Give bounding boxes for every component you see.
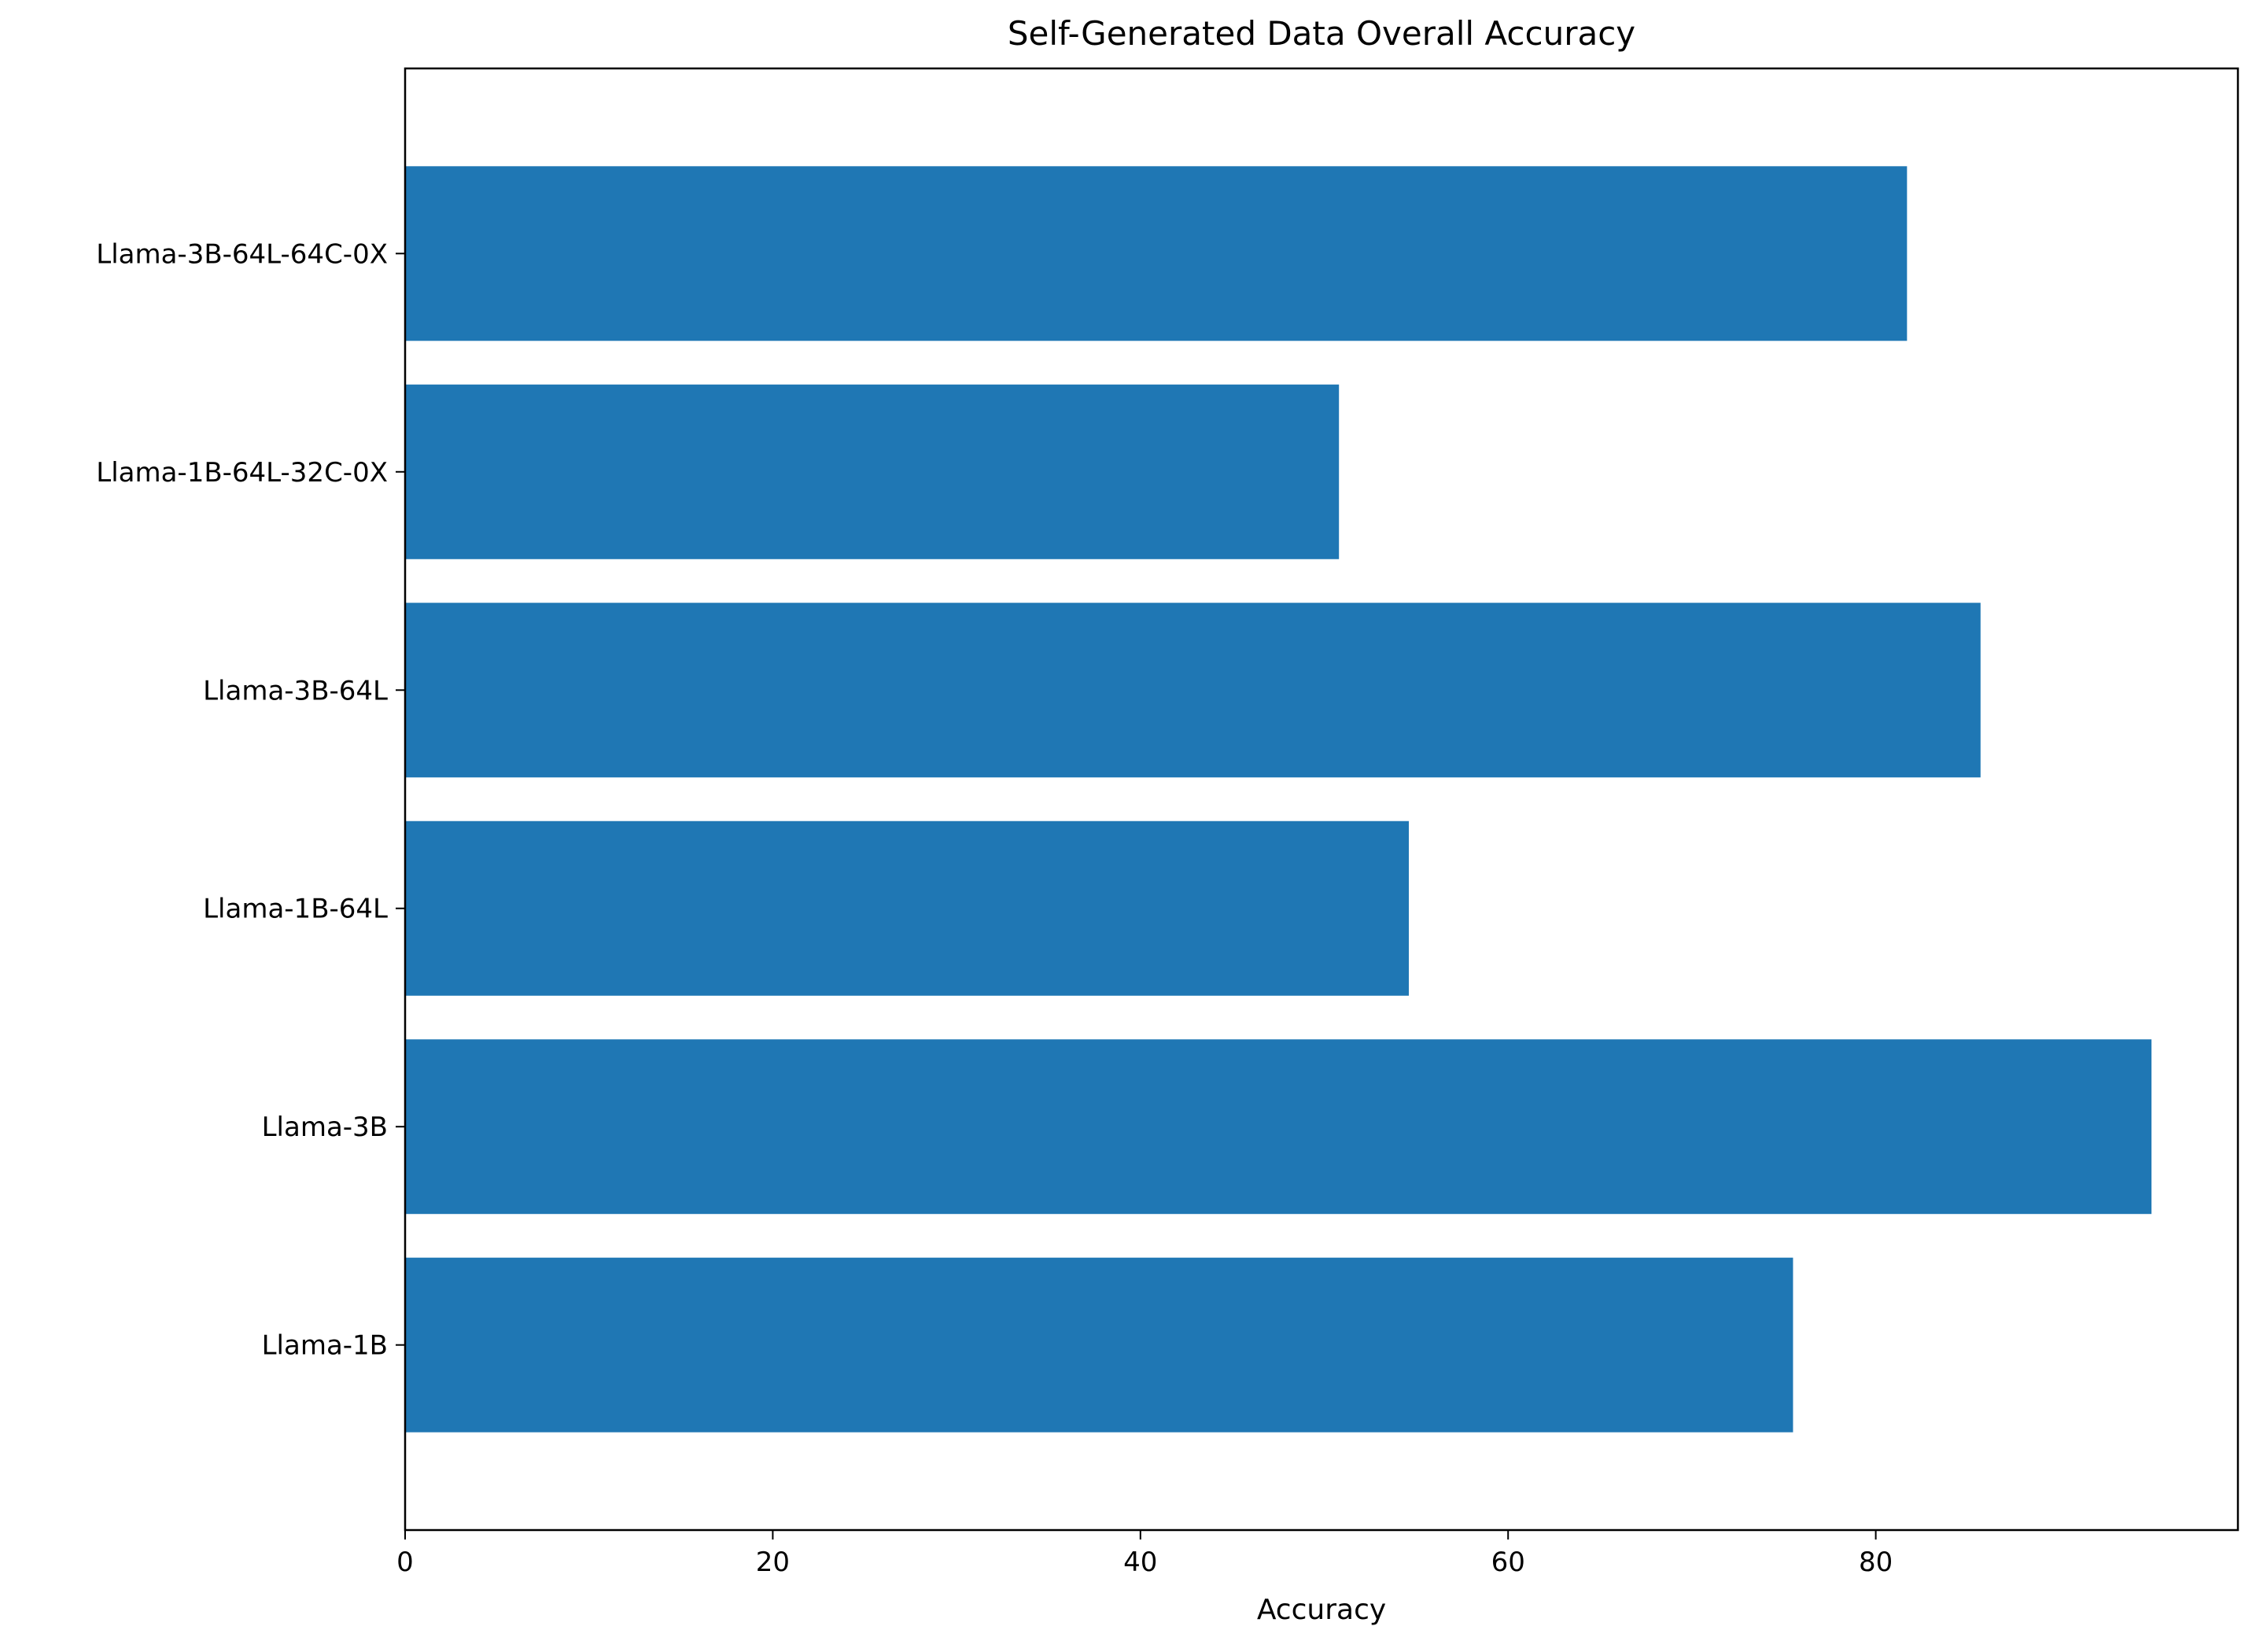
y-tick-label: Llama-1B-64L — [203, 894, 388, 925]
bar-llama-1b — [405, 1257, 1793, 1433]
y-tick-label: Llama-1B-64L-32C-0X — [96, 457, 388, 489]
x-tick-label: 40 — [1123, 1547, 1157, 1578]
plot-frame — [404, 67, 2239, 1532]
x-tick-label: 20 — [756, 1547, 790, 1578]
y-axis-ticks: Llama-1B Llama-3B Llama-1B-64L Llama-3B-64L… — [96, 238, 405, 1362]
bar-llama-1b-64l — [405, 820, 1410, 996]
bar-llama-1b-64l-32c-0x — [405, 384, 1340, 559]
bar-llama-3b — [405, 1039, 2152, 1215]
x-tick-label: 60 — [1491, 1547, 1525, 1578]
bar-llama-3b-64l — [405, 603, 1981, 778]
bars-group — [405, 166, 2152, 1433]
x-axis-label: Accuracy — [1257, 1594, 1386, 1626]
x-tick-label: 0 — [396, 1547, 414, 1578]
y-tick-label: Llama-3B-64L — [203, 675, 388, 706]
y-tick-label: Llama-3B-64L-64C-0X — [96, 238, 388, 270]
y-tick-label: Llama-3B — [262, 1112, 388, 1143]
chart-title: Self-Generated Data Overall Accuracy — [1008, 14, 1635, 53]
bar-llama-3b-64l-64c-0x — [405, 166, 1908, 341]
x-axis-ticks: 0 20 40 60 80 — [396, 1530, 1893, 1578]
x-tick-label: 80 — [1859, 1547, 1893, 1578]
y-tick-label: Llama-1B — [262, 1330, 388, 1362]
